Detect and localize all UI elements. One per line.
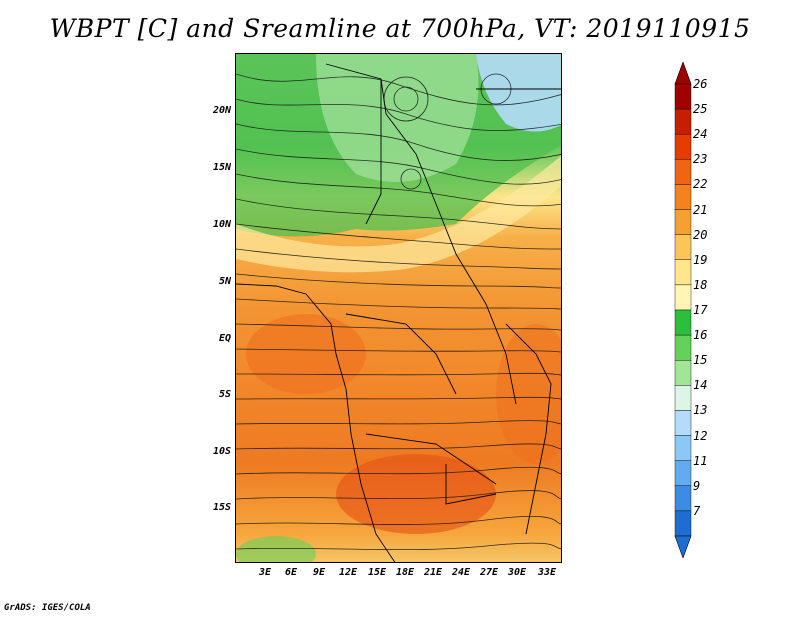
borders [236,63,561,562]
colorbar-swatch [674,485,692,512]
lon-label-6e: 6E [284,567,298,578]
colorbar-swatch [674,510,692,537]
lat-label-10s: 10S [212,446,231,457]
map-title: WBPT [C] and Sreamline at 700hPa, VT: 20… [49,14,751,43]
colorbar-label: 12 [693,428,708,443]
colorbar-swatch [674,385,692,411]
colorbar-swatch [674,259,692,286]
lon-label-30e: 30E [507,567,527,578]
map-panel [235,53,562,563]
colorbar-label: 9 [693,478,701,493]
colorbar-swatch [674,83,692,110]
lat-label-10n: 10N [212,219,231,230]
colorbar-swatch [674,108,692,135]
colorbar-bottom-arrow [674,535,692,558]
colorbar-label: 11 [693,453,708,468]
colorbar-swatch [674,284,692,311]
colorbar-label: 22 [693,177,708,192]
colorbar-label: 7 [693,503,701,518]
colorbar-label: 14 [693,378,708,393]
colorbar-swatch [674,159,692,185]
lon-label-21e: 21E [423,567,443,578]
cold-region-northeast [476,54,561,132]
colorbar-swatch [674,234,692,260]
lat-label-15n: 15N [212,162,231,173]
colorbar-swatch [674,134,692,160]
colorbar-swatch [674,184,692,210]
colorbar-label: 23 [693,152,708,167]
colorbar-label: 25 [693,102,708,117]
colorbar-label: 16 [693,328,708,343]
colorbar-label: 24 [693,127,708,142]
transition-band [236,155,561,273]
colorbar-top-arrow [674,62,692,85]
lon-label-3e: 3E [258,567,272,578]
cool-core-region [316,54,479,182]
lon-label-27e: 27E [479,567,499,578]
lon-label-33e: 33E [537,567,557,578]
colorbar-swatch [674,460,692,486]
colorbar-swatch [674,334,692,361]
lat-label-20n: 20N [212,105,231,116]
colorbar-label: 20 [693,227,708,242]
warm-core-south [336,454,496,534]
colorbar-label: 18 [693,277,708,292]
colorbar-label: 19 [693,252,708,267]
warm-core-east [496,324,561,464]
colorbar-label: 15 [693,353,708,368]
lon-label-24e: 24E [451,567,471,578]
lat-label-eq: EQ [218,333,231,344]
colorbar-swatch [674,410,692,436]
streamlines [236,73,561,551]
colorbar-label: 21 [693,202,708,217]
credit-text: GrADS: IGES/COLA [4,603,91,613]
colorbar-swatch [674,435,692,461]
colorbar-swatch [674,309,692,336]
lon-label-9e: 9E [312,567,326,578]
colorbar-label: 26 [693,77,708,91]
wbpt-field [236,54,561,562]
lat-label-5n: 5N [218,276,231,287]
cool-patch-southwest [236,536,316,562]
colorbar-swatch [674,209,692,235]
colorbar-label: 17 [693,303,708,317]
lon-label-18e: 18E [395,567,415,578]
colorbar [674,62,692,558]
lat-label-5s: 5S [218,389,231,400]
colorbar-swatch [674,360,692,386]
lon-label-12e: 12E [338,567,358,578]
lat-label-15s: 15S [212,502,231,513]
lon-label-15e: 15E [367,567,387,578]
colorbar-label: 13 [693,403,708,418]
